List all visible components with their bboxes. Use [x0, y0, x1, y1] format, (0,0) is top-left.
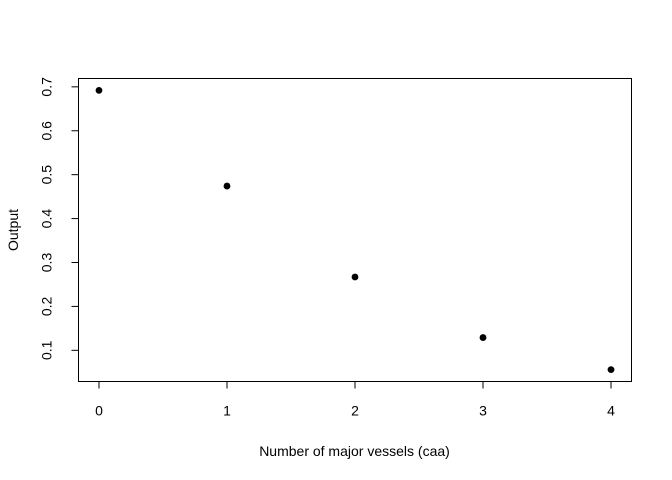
- y-tick-label: 0.3: [39, 253, 55, 273]
- y-tick-label: 0.1: [39, 340, 55, 360]
- data-point: [223, 182, 231, 190]
- data-point: [351, 273, 359, 281]
- y-axis-title: Output: [5, 209, 21, 251]
- x-tick-label: 2: [351, 403, 359, 419]
- data-point: [607, 366, 615, 374]
- data-points: [95, 86, 615, 374]
- x-axis: 0 1 2 3 4: [95, 381, 615, 419]
- x-axis-title: Number of major vessels (caa): [259, 443, 450, 459]
- y-tick-label: 0.4: [39, 209, 55, 229]
- y-tick-label: 0.7: [39, 77, 55, 97]
- data-point: [479, 334, 487, 341]
- x-tick-label: 3: [479, 403, 487, 419]
- x-tick-label: 1: [223, 403, 231, 419]
- y-tick-label: 0.5: [39, 165, 55, 185]
- data-point: [95, 86, 103, 94]
- y-tick-label: 0.6: [39, 121, 55, 141]
- y-tick-label: 0.2: [39, 296, 55, 316]
- y-axis: 0.1 0.2 0.3 0.4 0.5 0.6 0.7: [39, 77, 79, 360]
- x-tick-label: 4: [607, 403, 615, 419]
- x-tick-label: 0: [95, 403, 103, 419]
